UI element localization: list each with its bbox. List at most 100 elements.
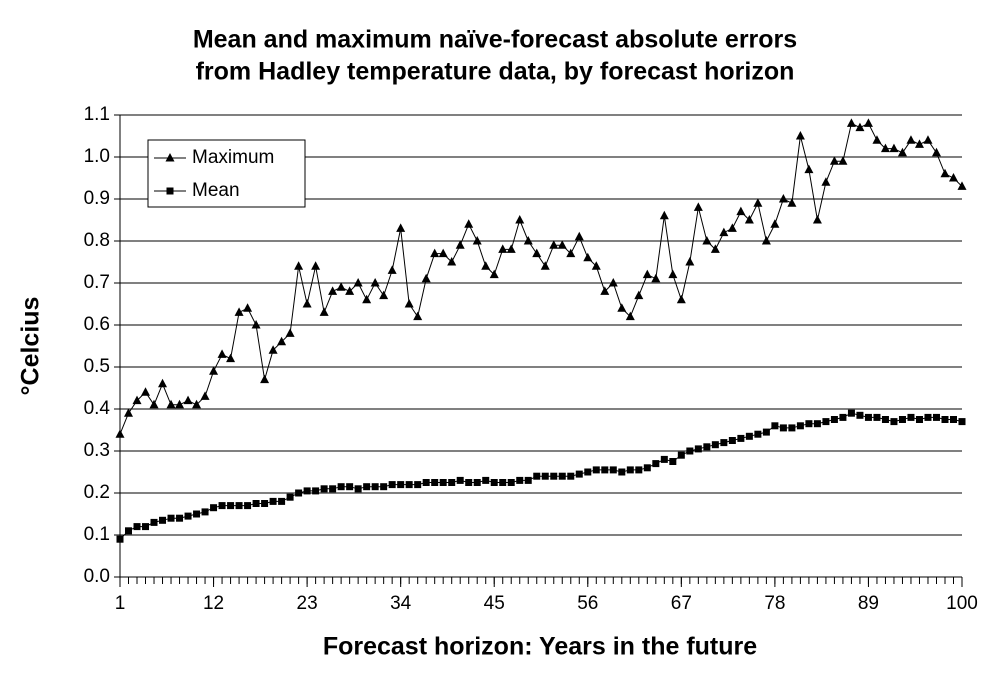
marker [829, 156, 839, 165]
marker [685, 257, 695, 266]
marker [846, 118, 856, 127]
marker [533, 472, 541, 480]
legend-label: Mean [192, 180, 240, 201]
marker [957, 181, 967, 190]
marker [592, 466, 600, 474]
marker [498, 244, 508, 253]
marker [482, 476, 490, 484]
marker [328, 286, 338, 295]
marker [329, 485, 337, 493]
marker [414, 481, 422, 489]
marker [567, 472, 575, 480]
marker [125, 527, 133, 535]
marker [354, 485, 362, 493]
marker [618, 468, 626, 476]
marker [234, 307, 244, 316]
marker [507, 479, 515, 486]
marker [778, 194, 788, 203]
marker [506, 244, 516, 253]
marker [166, 187, 174, 195]
marker [192, 399, 202, 409]
marker [839, 413, 847, 421]
marker [710, 244, 720, 253]
marker [873, 413, 881, 421]
marker [787, 198, 797, 207]
marker [176, 514, 184, 522]
marker [397, 481, 405, 489]
marker [421, 273, 431, 283]
marker [788, 424, 796, 432]
marker [805, 420, 813, 428]
marker [159, 516, 167, 524]
marker [285, 328, 295, 337]
x-tick-label: 12 [203, 593, 224, 614]
marker [261, 500, 269, 507]
marker [336, 282, 346, 291]
marker [906, 135, 916, 144]
marker [532, 248, 542, 258]
marker [660, 455, 668, 463]
marker [549, 240, 559, 249]
marker [141, 387, 151, 396]
marker [439, 479, 447, 486]
marker [217, 349, 227, 358]
marker [601, 466, 609, 474]
y-tick-label: 0.3 [84, 440, 110, 461]
marker [363, 483, 371, 491]
marker [881, 416, 889, 423]
marker [923, 135, 933, 144]
marker [703, 443, 711, 451]
marker [252, 500, 260, 507]
marker [643, 464, 651, 472]
marker [600, 286, 610, 295]
marker [387, 265, 397, 274]
series-line [119, 412, 963, 540]
marker [584, 468, 592, 476]
marker [226, 353, 236, 363]
marker [754, 430, 762, 438]
marker [302, 299, 312, 308]
marker [388, 481, 396, 489]
x-tick-label: 89 [858, 593, 879, 614]
marker [948, 173, 958, 182]
chart-title: Mean and maximum naïve-forecast absolute… [193, 26, 797, 54]
marker [251, 320, 261, 329]
y-tick-label: 1.0 [84, 146, 110, 167]
marker [312, 487, 320, 495]
marker [490, 479, 498, 486]
marker [124, 408, 134, 417]
marker [591, 261, 601, 270]
series-line [119, 122, 963, 435]
marker [813, 420, 821, 428]
marker [456, 476, 464, 484]
marker [855, 122, 865, 132]
marker [499, 479, 507, 486]
marker [890, 418, 898, 426]
marker [379, 290, 389, 300]
marker [183, 395, 193, 405]
marker [574, 231, 584, 241]
marker [268, 345, 278, 354]
marker [694, 445, 702, 453]
marker [889, 143, 899, 153]
marker [719, 227, 729, 237]
marker [744, 215, 754, 224]
marker [227, 502, 235, 510]
marker [447, 257, 457, 266]
marker [583, 252, 593, 262]
marker [345, 286, 355, 295]
marker [438, 248, 448, 258]
marker [941, 416, 949, 423]
y-tick-label: 0.2 [84, 482, 110, 503]
marker [897, 147, 907, 157]
marker [540, 261, 550, 270]
marker [566, 248, 576, 258]
marker [727, 223, 737, 232]
x-tick-label: 100 [946, 593, 978, 614]
x-tick-label: 23 [297, 593, 318, 614]
marker [448, 479, 456, 486]
marker [761, 236, 771, 245]
marker [396, 223, 406, 232]
marker [346, 483, 354, 491]
marker [753, 198, 763, 207]
